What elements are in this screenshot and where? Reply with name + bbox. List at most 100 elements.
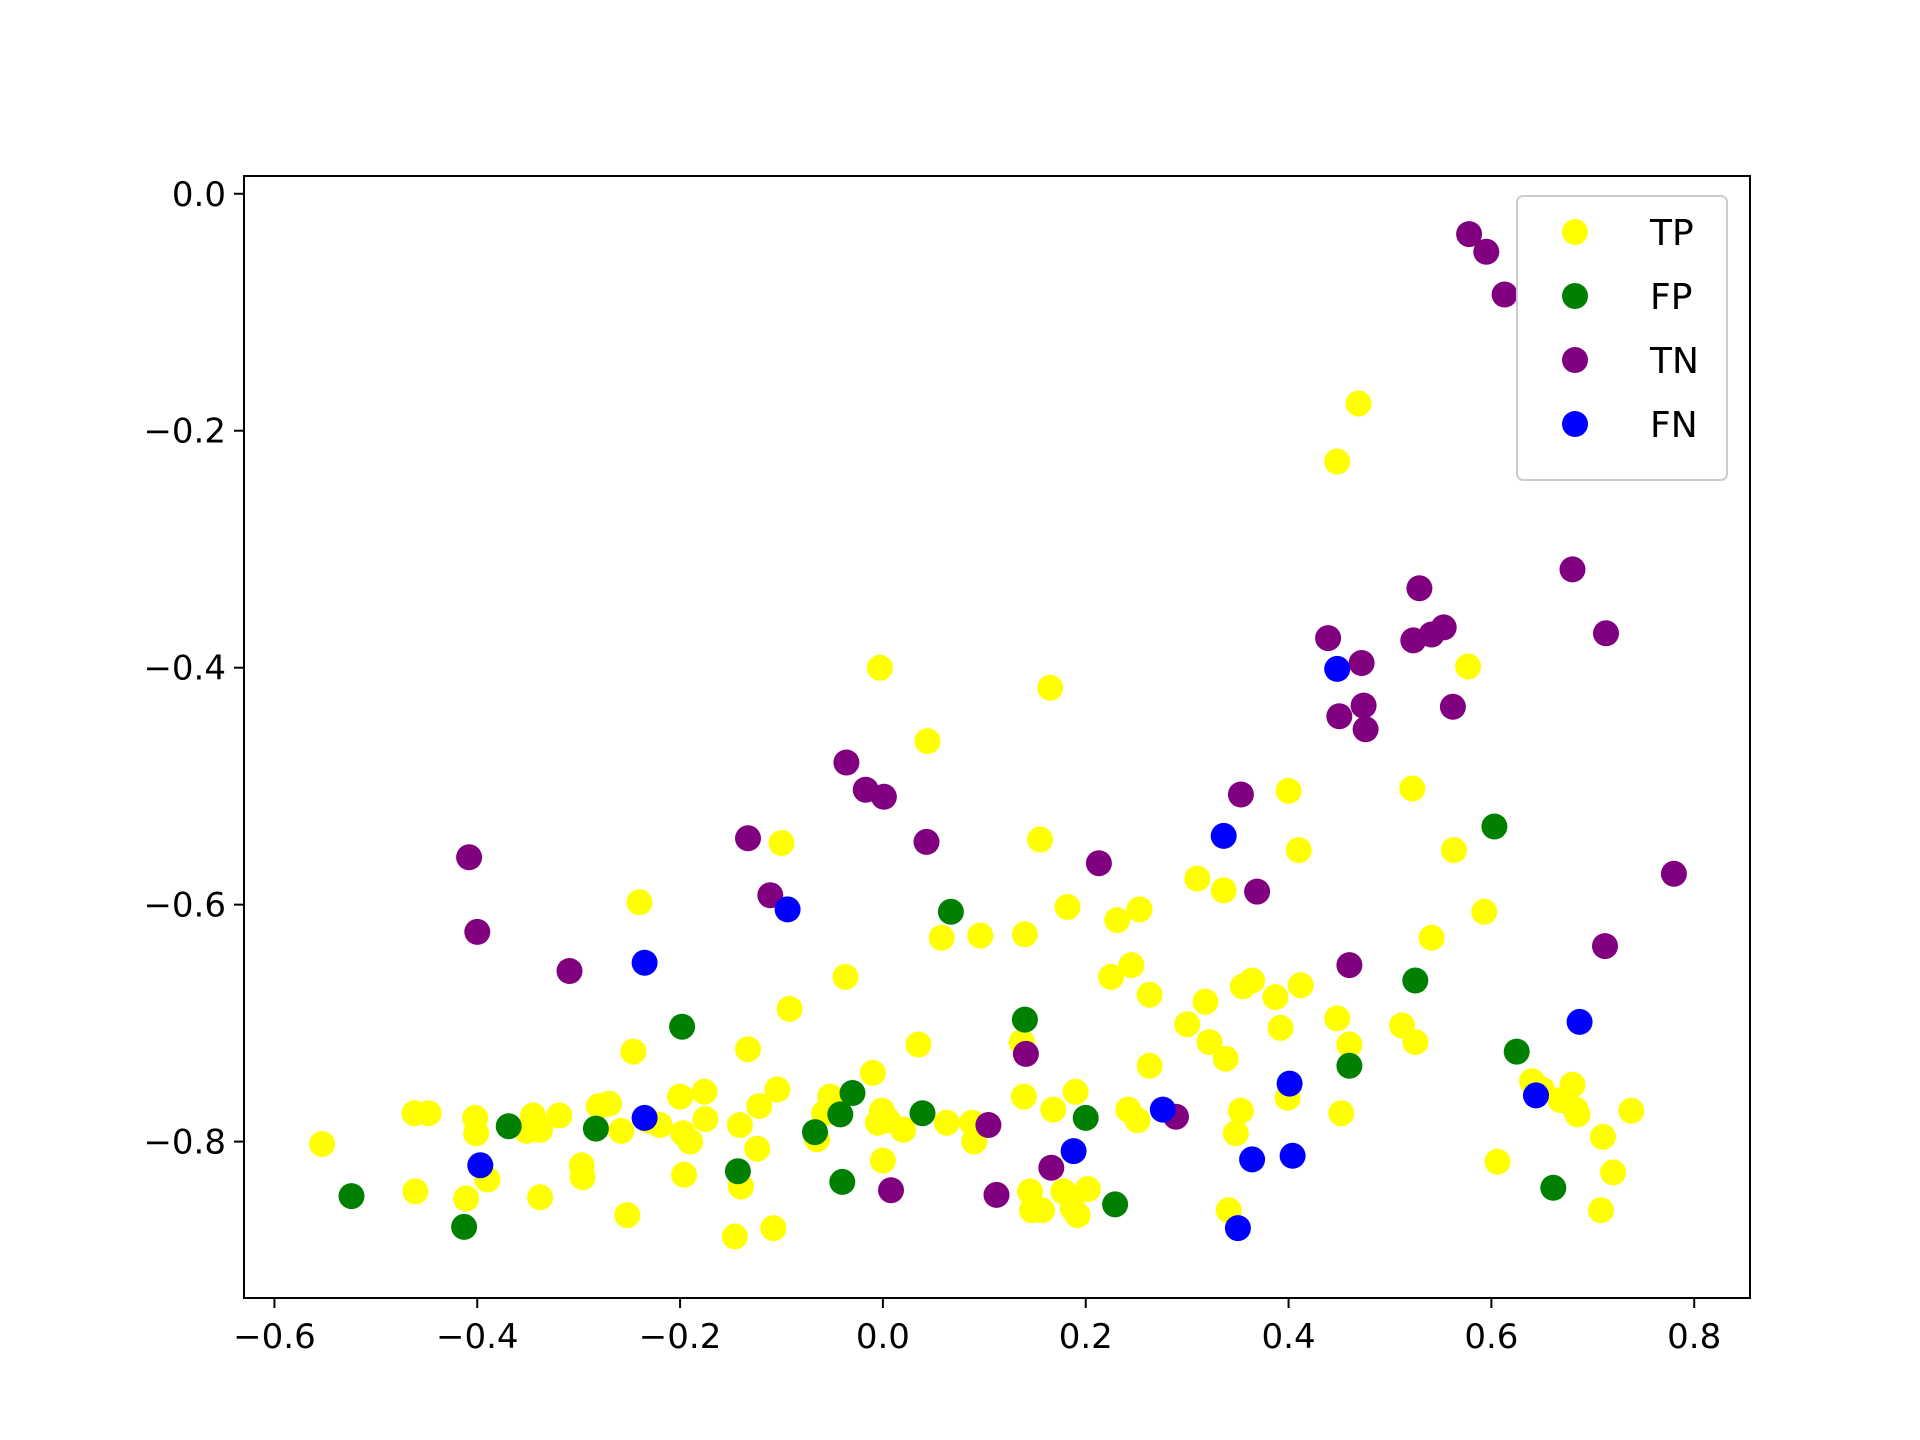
x-tick-label: −0.4 xyxy=(436,1317,519,1357)
point-tn-22 xyxy=(1350,692,1377,719)
point-tp-28 xyxy=(692,1106,719,1133)
point-tp-49 xyxy=(890,1116,917,1143)
point-tp-90 xyxy=(1239,967,1266,994)
point-fp-8 xyxy=(829,1168,856,1195)
point-tn-5 xyxy=(833,749,860,776)
point-tp-0 xyxy=(309,1131,336,1157)
point-tp-64 xyxy=(1037,674,1064,701)
point-fp-4 xyxy=(669,1013,696,1040)
point-tp-45 xyxy=(866,654,893,681)
point-fn-10 xyxy=(1279,1142,1306,1169)
point-tp-11 xyxy=(527,1184,554,1211)
point-tp-71 xyxy=(1074,1176,1101,1202)
point-fn-12 xyxy=(1523,1082,1549,1109)
point-tp-82 xyxy=(1192,988,1219,1015)
point-tp-119 xyxy=(1618,1097,1645,1124)
point-tp-16 xyxy=(596,1090,623,1117)
x-tick-label: 0.2 xyxy=(1059,1317,1113,1357)
point-tp-117 xyxy=(1589,1123,1616,1150)
plot-area-frame xyxy=(243,175,1751,1299)
point-tp-77 xyxy=(1126,896,1153,923)
point-tn-14 xyxy=(1085,850,1112,877)
point-tp-108 xyxy=(1471,898,1498,925)
point-tp-75 xyxy=(1118,952,1145,979)
point-tn-31 xyxy=(1491,281,1518,308)
point-tp-58 xyxy=(1010,1083,1037,1110)
point-fp-16 xyxy=(1402,967,1429,994)
point-tn-28 xyxy=(1439,693,1466,720)
point-fn-5 xyxy=(1149,1096,1176,1123)
point-tp-18 xyxy=(614,1202,641,1229)
point-tn-19 xyxy=(1326,703,1353,730)
point-tp-6 xyxy=(463,1120,490,1147)
point-tp-4 xyxy=(453,1185,480,1212)
point-tp-116 xyxy=(1587,1197,1614,1224)
point-tp-73 xyxy=(1104,907,1131,934)
point-tp-100 xyxy=(1336,1031,1363,1058)
legend-marker-fp xyxy=(1562,283,1588,309)
point-fp-17 xyxy=(1481,813,1508,840)
point-tp-95 xyxy=(1285,837,1312,864)
point-tn-25 xyxy=(1406,575,1433,602)
point-tn-7 xyxy=(870,783,897,810)
point-tp-54 xyxy=(967,922,994,949)
point-fn-2 xyxy=(631,1104,658,1131)
point-tp-42 xyxy=(832,963,859,990)
legend-label-fn: FN xyxy=(1650,405,1698,446)
points-layer xyxy=(309,221,1687,1250)
point-tp-35 xyxy=(760,1215,787,1242)
y-tick-label: −0.6 xyxy=(143,886,226,926)
y-tick-label: −0.4 xyxy=(143,649,226,689)
point-tp-101 xyxy=(1345,390,1372,417)
point-tp-80 xyxy=(1174,1011,1201,1038)
point-tp-59 xyxy=(1011,921,1038,948)
point-tn-30 xyxy=(1473,238,1500,265)
point-fn-11 xyxy=(1324,655,1351,682)
point-tp-109 xyxy=(1484,1148,1511,1175)
point-tn-3 xyxy=(735,825,761,852)
x-tick-label: −0.2 xyxy=(639,1317,722,1357)
point-tn-0 xyxy=(456,844,483,871)
point-fp-3 xyxy=(582,1115,609,1142)
legend-label-tp: TP xyxy=(1649,213,1694,254)
point-tp-115 xyxy=(1564,1101,1591,1128)
point-tp-91 xyxy=(1262,984,1289,1011)
point-tp-78 xyxy=(1136,981,1163,1008)
x-tick-label: −0.6 xyxy=(233,1317,316,1357)
y-tick-label: −0.8 xyxy=(143,1123,226,1163)
point-tp-92 xyxy=(1267,1014,1294,1041)
point-tp-43 xyxy=(859,1059,886,1086)
point-tn-29 xyxy=(1456,221,1483,248)
point-tp-10 xyxy=(527,1116,554,1143)
point-tp-65 xyxy=(1040,1096,1067,1123)
point-tp-67 xyxy=(1054,894,1081,920)
point-tn-35 xyxy=(1660,860,1687,887)
point-tn-21 xyxy=(1348,650,1375,676)
x-tick-label: 0.0 xyxy=(856,1317,910,1357)
point-fp-2 xyxy=(495,1113,522,1140)
point-tp-34 xyxy=(746,1093,773,1120)
legend-marker-fn xyxy=(1562,411,1588,437)
point-tn-20 xyxy=(1336,952,1363,979)
point-tn-10 xyxy=(975,1112,1002,1138)
point-tp-29 xyxy=(721,1223,748,1250)
point-tn-2 xyxy=(556,958,583,984)
point-tp-23 xyxy=(667,1083,694,1110)
point-fn-3 xyxy=(774,896,801,923)
point-tp-79 xyxy=(1136,1052,1163,1079)
point-tp-88 xyxy=(1227,1097,1254,1124)
point-tp-60 xyxy=(1017,1178,1043,1205)
point-fp-15 xyxy=(1336,1052,1363,1079)
point-tp-19 xyxy=(620,1038,647,1065)
point-tp-37 xyxy=(768,830,795,856)
point-tp-52 xyxy=(928,924,955,951)
point-tp-36 xyxy=(764,1076,791,1103)
point-tp-98 xyxy=(1324,1005,1351,1032)
point-tp-62 xyxy=(1027,826,1054,853)
point-tn-27 xyxy=(1430,614,1457,641)
point-fp-10 xyxy=(909,1100,936,1127)
x-tick-label: 0.6 xyxy=(1464,1317,1518,1357)
point-tn-12 xyxy=(1012,1040,1039,1067)
point-tp-84 xyxy=(1210,877,1237,904)
y-tick-label: −0.2 xyxy=(143,412,226,452)
